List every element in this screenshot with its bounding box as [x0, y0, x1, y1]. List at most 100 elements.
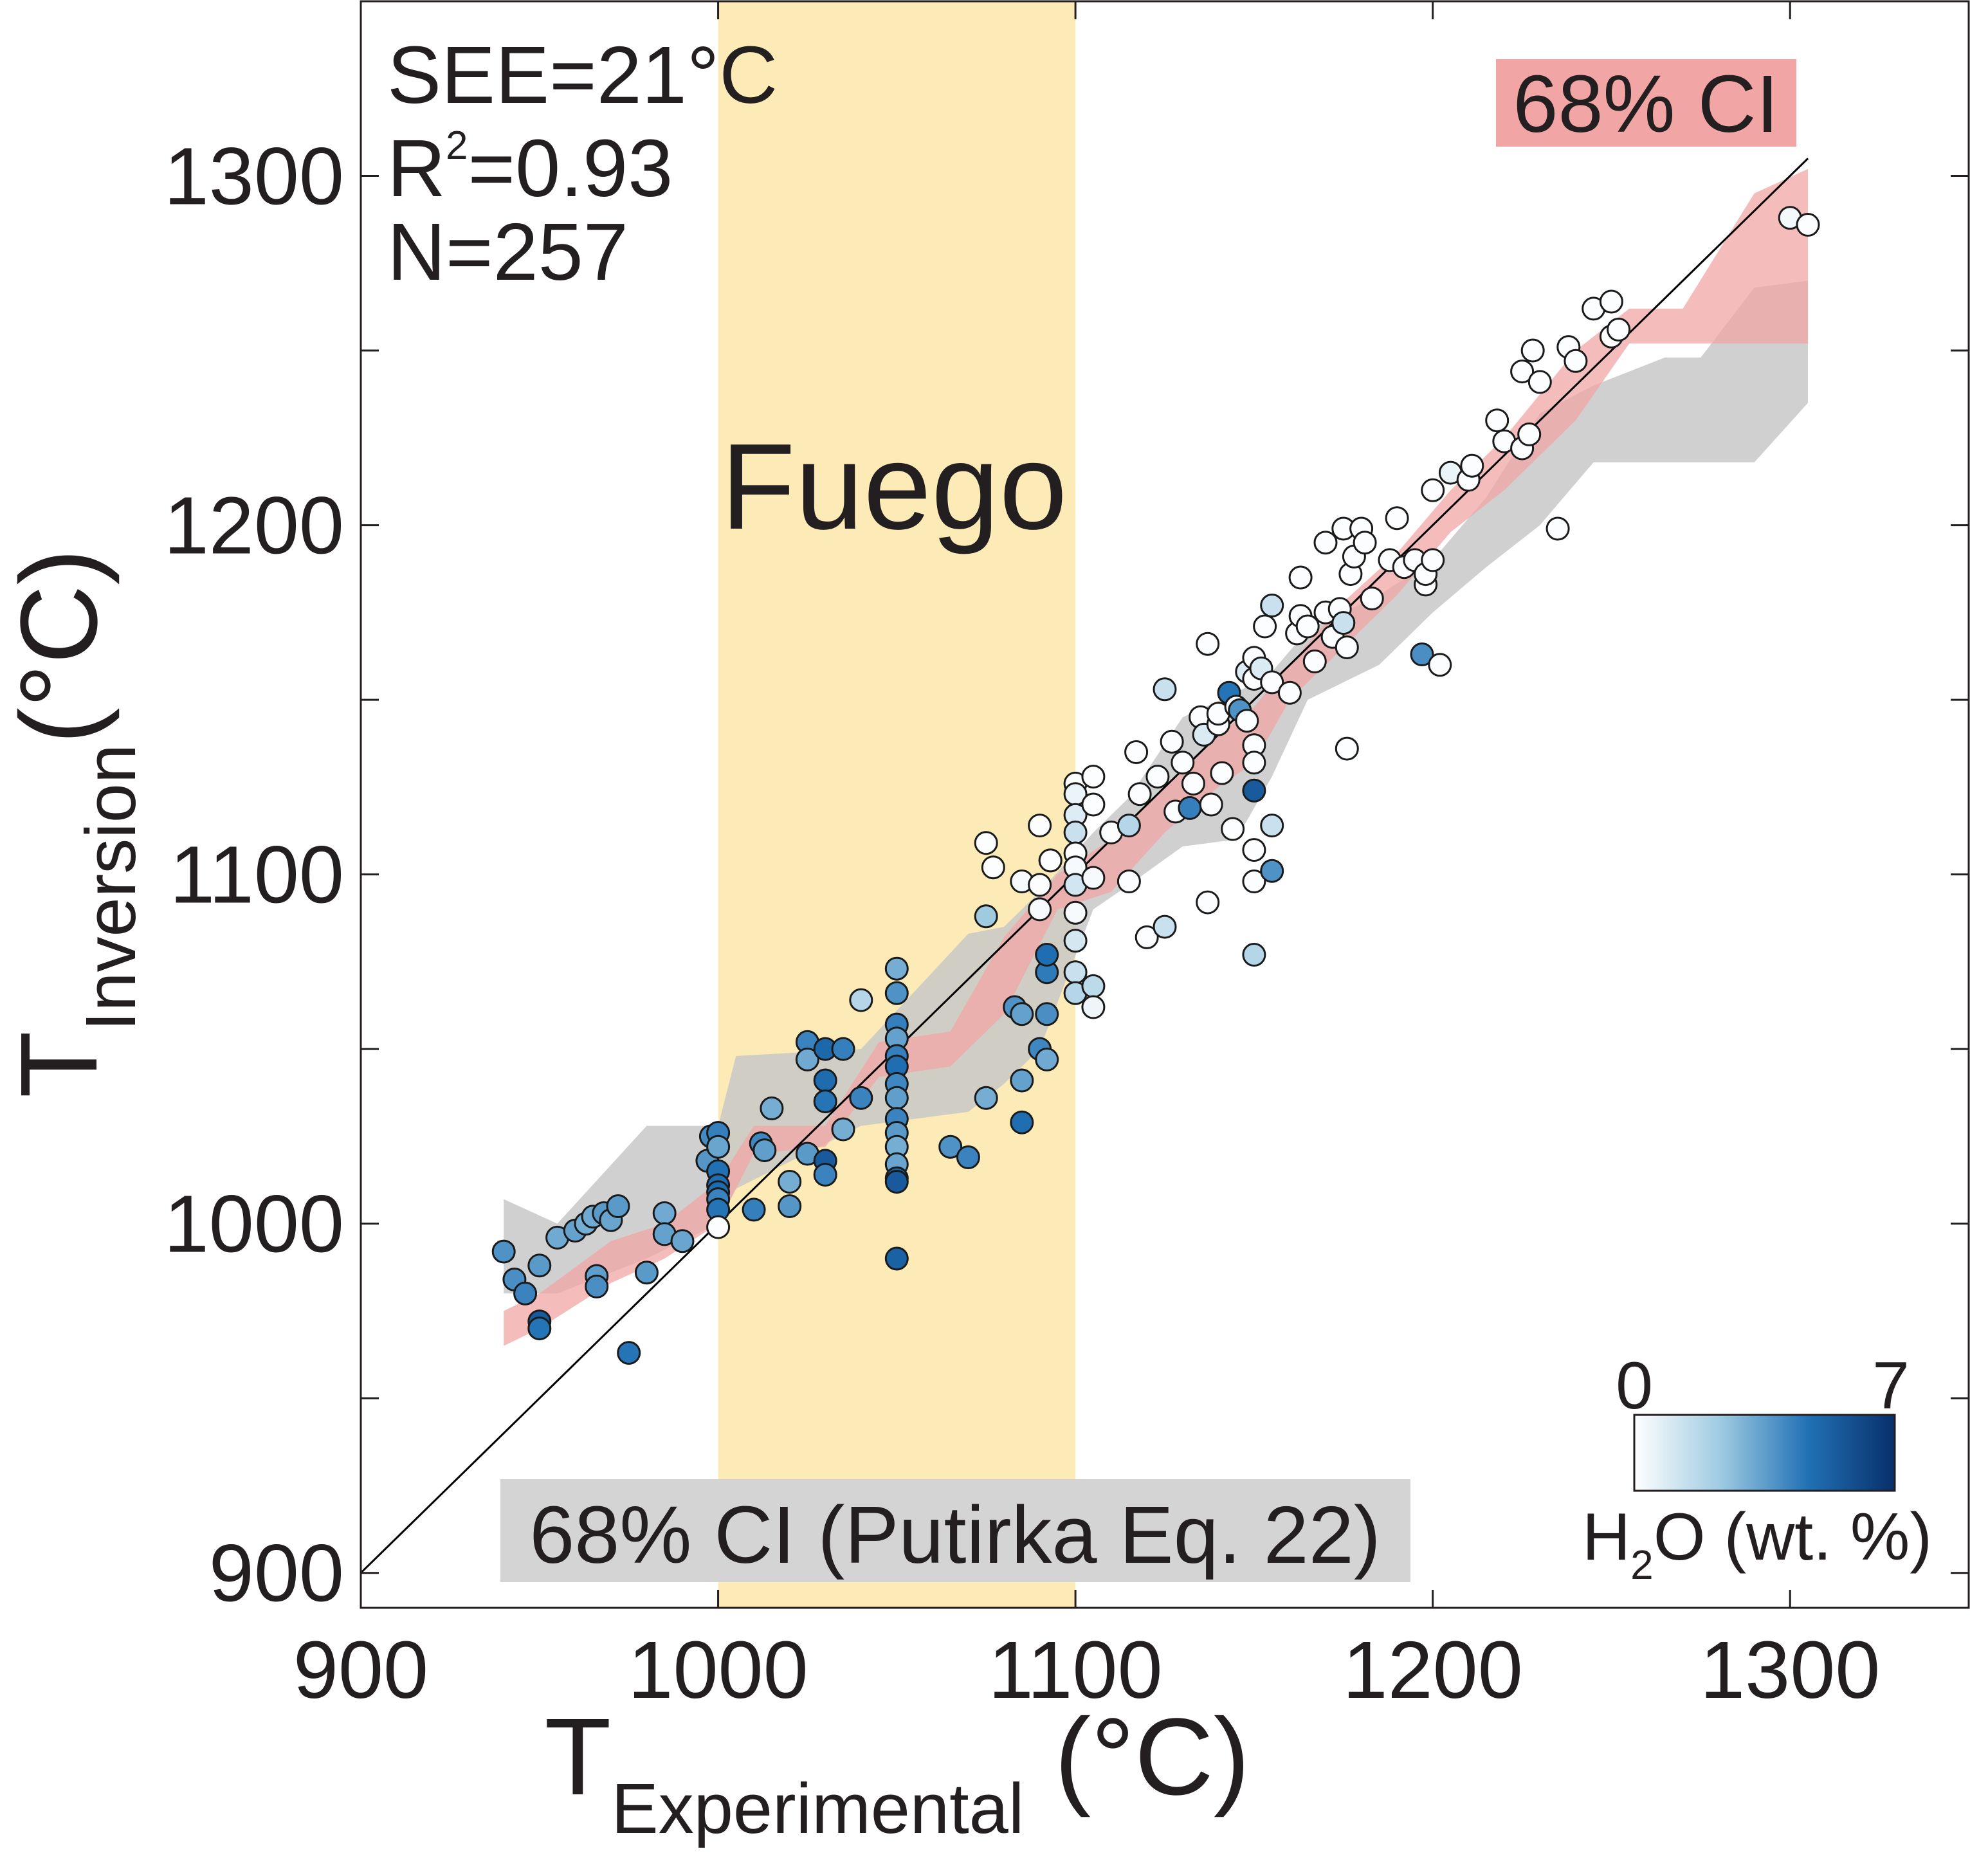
data-point	[1145, 765, 1170, 789]
data-point	[1199, 792, 1223, 817]
y-tick-label: 1200	[164, 480, 344, 571]
data-point	[1124, 740, 1149, 764]
data-point	[1028, 897, 1052, 922]
data-point	[831, 1117, 855, 1142]
data-point	[1063, 820, 1088, 844]
data-point	[1035, 1002, 1059, 1026]
data-point	[1035, 1047, 1059, 1071]
data-point	[813, 1089, 837, 1114]
data-point	[1302, 649, 1327, 673]
data-point	[670, 1229, 695, 1253]
data-point	[1235, 709, 1259, 733]
x-tick-label: 1100	[989, 1625, 1163, 1715]
data-point	[1178, 796, 1202, 820]
putirka-ci-label: 68% CI (Putirka Eq. 22)	[529, 1489, 1381, 1580]
data-point	[778, 1170, 802, 1194]
data-point	[884, 1170, 909, 1194]
x-tick-label: 1200	[1343, 1625, 1523, 1715]
n-text: N=257	[387, 206, 628, 297]
data-point	[795, 1047, 819, 1071]
data-point	[884, 956, 909, 981]
data-point	[1063, 900, 1088, 925]
data-point	[1196, 890, 1220, 915]
fuego-label: Fuego	[721, 419, 1068, 555]
r2-text: R2=0.93	[387, 123, 673, 214]
data-point	[1081, 765, 1106, 789]
data-point	[938, 1134, 963, 1159]
data-point	[1295, 614, 1320, 639]
y-tick-label: 1000	[164, 1179, 344, 1270]
data-point	[1117, 870, 1141, 893]
data-point	[1277, 680, 1302, 705]
data-point	[1010, 1068, 1034, 1093]
data-point	[1242, 778, 1266, 803]
data-point	[1135, 925, 1159, 949]
data-point	[513, 1281, 538, 1306]
data-point	[1242, 751, 1266, 775]
data-point	[606, 1194, 630, 1218]
data-point	[1010, 1002, 1034, 1026]
data-point	[527, 1253, 552, 1278]
data-point	[974, 904, 998, 929]
data-point	[1260, 670, 1284, 695]
data-point	[1385, 506, 1409, 531]
data-point	[491, 1239, 516, 1264]
data-point	[1410, 642, 1434, 666]
y-tick-label: 1300	[164, 131, 344, 222]
colorbar-title: H2O (wt. %)	[1582, 1500, 1932, 1588]
data-point	[1038, 848, 1063, 873]
r2-superscript: 2	[446, 123, 468, 168]
y-tick-label: 1100	[170, 830, 344, 920]
data-point	[974, 1086, 998, 1110]
x-tick-label: 900	[293, 1625, 428, 1715]
data-point	[1153, 915, 1177, 939]
data-point	[1260, 859, 1284, 883]
data-point	[1335, 736, 1359, 761]
x-axis-title-sub: Experimental	[611, 1769, 1024, 1848]
y-tick-label: 900	[209, 1528, 344, 1619]
data-point	[1171, 751, 1195, 775]
data-point	[527, 1316, 552, 1341]
data-point	[1546, 516, 1570, 541]
data-point	[1360, 587, 1384, 611]
data-point	[1564, 349, 1588, 373]
data-point	[956, 1145, 980, 1169]
data-point	[981, 855, 1005, 880]
data-point	[1260, 814, 1284, 838]
colorbar-gradient	[1633, 1414, 1896, 1492]
data-point	[1421, 548, 1445, 572]
x-axis-title: TExperimental (°C)	[544, 1696, 1250, 1848]
data-point	[1196, 632, 1220, 656]
data-point	[1242, 870, 1266, 893]
data-point	[778, 1194, 802, 1218]
x-tick-label: 1000	[628, 1625, 808, 1715]
y-axis-title-main: T	[0, 1031, 120, 1098]
data-point	[585, 1274, 609, 1298]
data-point	[1081, 792, 1106, 817]
data-point	[1510, 360, 1535, 384]
data-point	[1010, 1110, 1034, 1134]
data-point	[1035, 943, 1059, 967]
putirka-ci-label-box	[500, 1479, 1410, 1582]
colorbar-min-label: 0	[1616, 1349, 1653, 1423]
data-point	[617, 1341, 641, 1365]
data-point	[1288, 565, 1313, 590]
colorbar-max-label: 7	[1872, 1349, 1910, 1423]
data-point	[706, 1134, 731, 1159]
data-point	[1242, 943, 1266, 967]
data-point	[1485, 408, 1509, 433]
data-point	[1460, 453, 1484, 478]
data-point	[1253, 614, 1277, 639]
x-axis-title-main: T	[544, 1696, 611, 1818]
data-point	[884, 981, 909, 1005]
data-point	[1599, 289, 1623, 314]
data-point	[1428, 653, 1452, 677]
data-point	[1081, 866, 1106, 890]
data-point	[1353, 531, 1377, 555]
r2-prefix: R	[387, 123, 446, 214]
data-point	[1335, 635, 1359, 660]
data-point	[813, 1163, 837, 1187]
data-point	[1160, 729, 1184, 754]
ci-label: 68% CI	[1513, 59, 1778, 149]
